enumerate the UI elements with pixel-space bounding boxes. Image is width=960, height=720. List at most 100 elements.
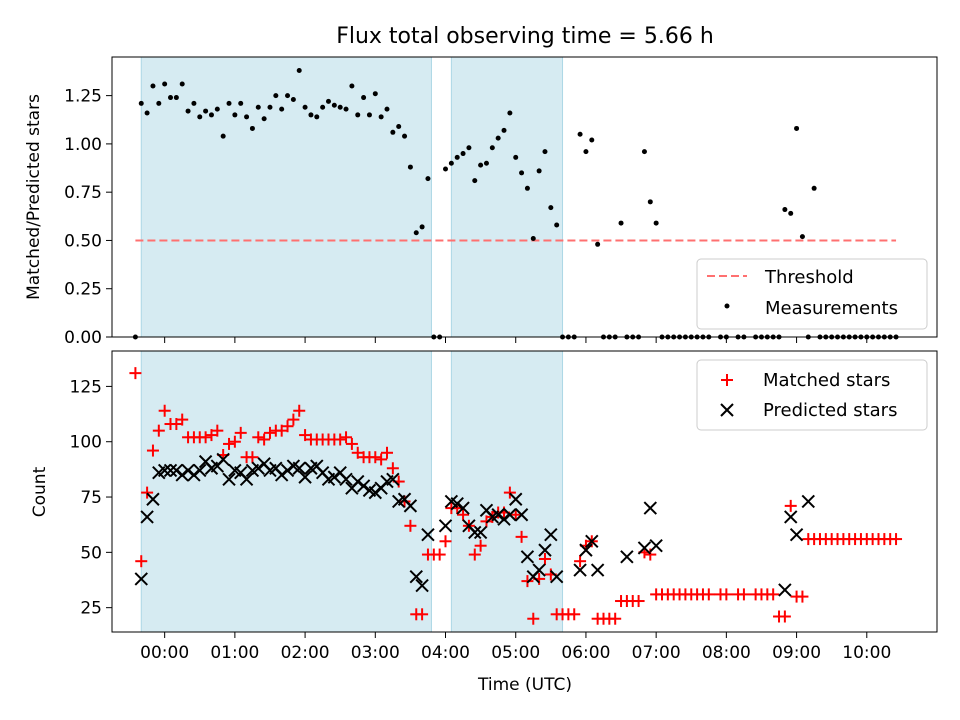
x-tick-label: 03:00 <box>351 643 400 663</box>
measurement-point <box>372 91 378 97</box>
measurements-legend-label: Measurements <box>765 298 898 319</box>
top-observing-interval-1 <box>140 56 432 338</box>
bottom-axes-frame <box>111 350 938 633</box>
predicted-stars-point <box>146 492 160 506</box>
predicted-stars-point <box>421 527 435 542</box>
predicted-stars-point <box>175 468 189 482</box>
measurement-point <box>308 112 314 118</box>
x-tick-label: 02:00 <box>281 643 330 663</box>
measurement-point <box>788 210 794 216</box>
measurement-point <box>583 149 589 155</box>
matched-stars-point <box>515 530 528 543</box>
predicted-stars-point <box>620 550 634 564</box>
measurement-point <box>472 178 478 184</box>
predicted-stars-point <box>456 501 470 515</box>
matched-stars-point <box>503 486 516 499</box>
predicted-stars-point <box>509 492 523 506</box>
measurement-point <box>355 112 361 118</box>
matched-stars-point <box>574 555 587 568</box>
measurement-point <box>653 220 659 226</box>
predicted-stars-point <box>193 463 207 478</box>
measurement-point <box>513 154 519 160</box>
predicted-stars-point <box>579 543 593 557</box>
top-y-axis-label: Matched/Predicted stars <box>24 94 44 300</box>
matched-stars-point <box>527 612 540 625</box>
measurement-point <box>466 145 472 151</box>
predicted-stars-point <box>590 563 605 577</box>
top-y-tick-label: 1.00 <box>64 135 102 155</box>
top-y-tick-label: 0.25 <box>64 280 102 300</box>
measurement-point <box>407 164 413 170</box>
bottom-legend: Matched stars Predicted stars <box>696 359 928 431</box>
measurement-point <box>402 133 408 139</box>
matched-stars-point <box>345 437 358 450</box>
measurement-point <box>244 114 250 120</box>
matched-stars-point <box>234 426 247 439</box>
x-tick-label: 04:00 <box>421 643 470 663</box>
measurement-point <box>384 106 390 112</box>
measurement-point <box>782 207 788 213</box>
top-observing-intervals <box>140 56 564 338</box>
measurement-point <box>524 185 530 191</box>
ratio-panel: 0.00 0.25 0.50 0.75 1.00 1.25 Matched/Predict… <box>24 56 938 348</box>
x-tick-label: 08:00 <box>702 643 751 663</box>
matched-stars-point <box>720 588 733 601</box>
measurement-point <box>618 220 624 226</box>
measurement-point <box>794 125 800 131</box>
measurement-point <box>378 114 384 120</box>
predicted-stars-point <box>351 474 365 489</box>
matched-stars-point <box>468 548 481 561</box>
predicted-stars-point <box>778 583 792 597</box>
measurement-point <box>413 230 419 236</box>
measurement-point <box>191 100 197 106</box>
top-y-tick-label: 0.00 <box>64 328 102 348</box>
measurement-point <box>296 68 302 74</box>
matched-stars-point <box>158 404 171 417</box>
measurement-point <box>366 112 372 118</box>
x-tick-label: 09:00 <box>772 643 821 663</box>
predicted-stars-point <box>163 463 178 478</box>
matched-stars-point <box>521 575 534 588</box>
x-tick-label: 05:00 <box>491 643 540 663</box>
matched-stars-point <box>252 431 265 444</box>
x-tick-label: 06:00 <box>561 643 610 663</box>
x-tick-label: 00:00 <box>140 643 189 663</box>
measurement-point <box>203 108 209 114</box>
top-y-tick-label: 1.25 <box>64 87 102 107</box>
matched-stars-point <box>228 435 241 448</box>
predicted-stars-point <box>491 508 505 522</box>
top-y-tick-label: 0.50 <box>64 231 102 251</box>
measurement-point <box>443 166 449 172</box>
predicted-legend-label: Predicted stars <box>763 400 897 421</box>
matched-stars-point <box>778 610 791 623</box>
measurement-point <box>349 83 355 89</box>
matched-stars-point <box>281 420 294 433</box>
x-axis-label: Time (UTC) <box>477 675 572 695</box>
measurement-point <box>554 222 560 228</box>
matched-stars-point <box>433 548 446 561</box>
predicted-stars-point <box>585 534 599 548</box>
matched-legend-label: Matched stars <box>763 370 890 391</box>
measurement-point <box>185 108 191 114</box>
top-axes: 0.00 0.25 0.50 0.75 1.00 1.25 <box>64 87 868 348</box>
measurement-point <box>425 176 431 182</box>
matched-stars-point <box>176 413 189 426</box>
predicted-stars-point <box>292 461 306 475</box>
bottom-observing-interval-1 <box>140 350 432 633</box>
predicted-stars-point <box>280 463 295 478</box>
matched-legend-swatch <box>721 374 733 386</box>
predicted-stars-point <box>789 527 804 542</box>
predicted-legend-swatch <box>720 403 734 417</box>
measurement-point <box>238 100 244 106</box>
figure-title: Flux total observing time = 5.66 h <box>336 24 714 49</box>
measurement-point <box>799 234 805 240</box>
measurement-point <box>501 127 507 133</box>
measurement-point <box>325 98 331 104</box>
measurement-point <box>337 104 343 110</box>
matched-stars-point <box>474 539 487 552</box>
matched-stars-point <box>211 424 224 437</box>
measurement-point <box>197 114 203 120</box>
measurement-point <box>249 125 255 131</box>
predicted-stars-point <box>468 525 482 540</box>
count-panel: 25 50 75 100 125 00:00 01:00 02:00 03:00 04:00 05:… <box>30 350 938 695</box>
